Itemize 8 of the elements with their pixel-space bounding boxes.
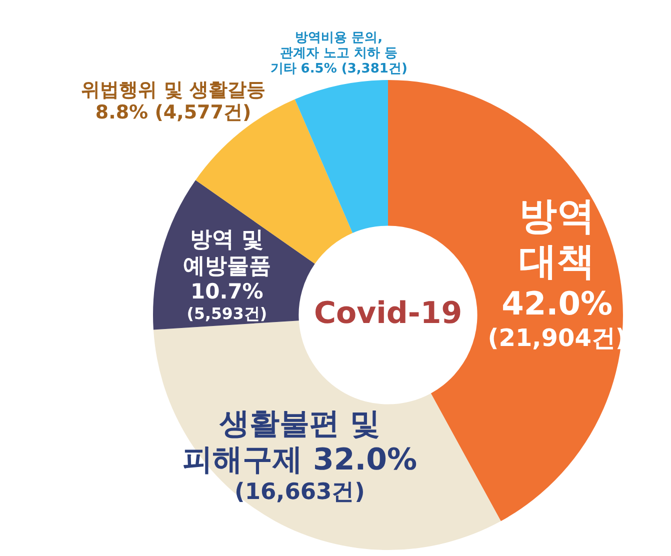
text: Covid-19: [314, 296, 462, 331]
slice-label: 생활불편 및 피해구제 32.0% (16,663건): [182, 406, 418, 505]
slice-label: 위법행위 및 생활갈등: [81, 78, 266, 101]
data-label: 10.7% (5,593건): [186, 279, 268, 324]
data-label: 8.8% (4,577건): [95, 102, 252, 124]
slice-label: 방역 및 예방물품: [182, 228, 271, 279]
slice-label: 방역비용 문의, 관계자 노고 치하 등 기타 6.5% (3,381건): [270, 30, 408, 77]
slice-label: 방역 대책: [519, 193, 596, 283]
